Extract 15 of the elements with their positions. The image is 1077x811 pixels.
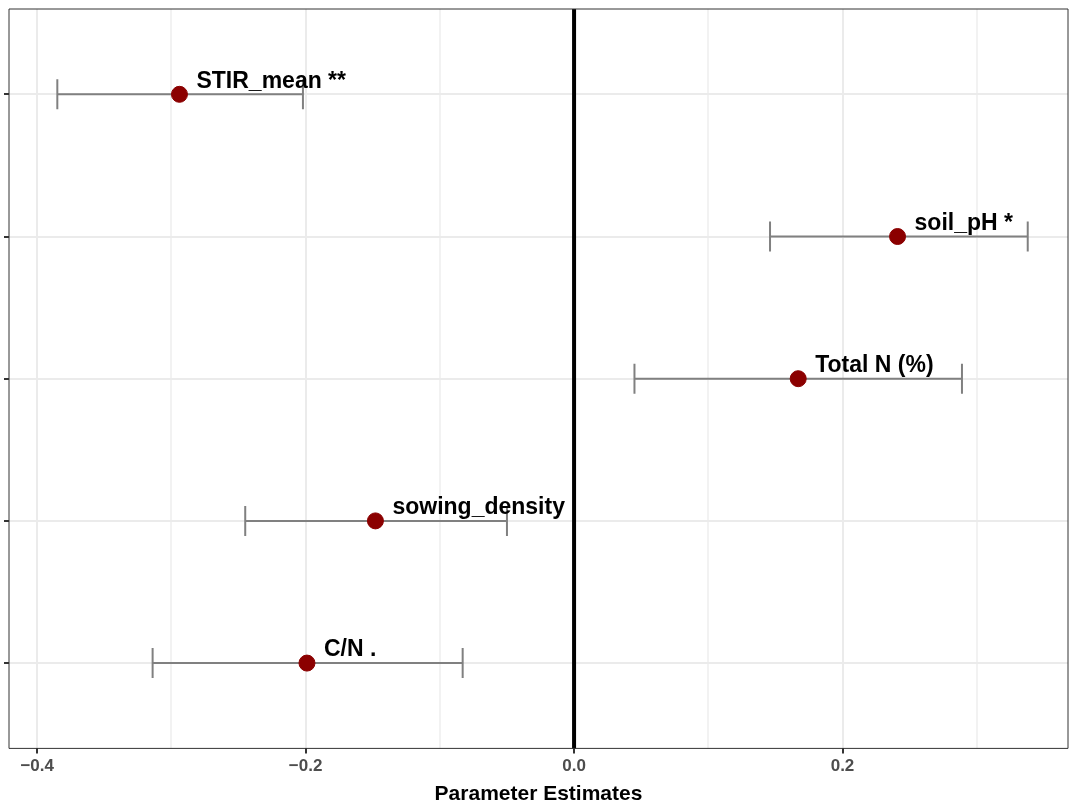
point <box>170 85 188 103</box>
point <box>889 228 907 246</box>
x-tick-label: 0.2 <box>830 756 855 776</box>
point <box>789 370 807 388</box>
y-tick-label: soil_pH * <box>914 208 1013 235</box>
x-tick-label: −0.4 <box>20 756 55 776</box>
y-tick-label: STIR_mean ** <box>196 66 347 93</box>
y-tick-label: Total N (%) <box>815 351 934 378</box>
y-tick-label: C/N . <box>323 635 377 662</box>
x-tick-label: 0.0 <box>562 756 586 776</box>
y-tick-label: sowing_density <box>392 493 566 520</box>
point <box>298 654 316 672</box>
point <box>366 512 384 530</box>
x-tick-label: −0.2 <box>288 756 323 776</box>
x-axis-title: Parameter Estimates <box>434 781 643 805</box>
